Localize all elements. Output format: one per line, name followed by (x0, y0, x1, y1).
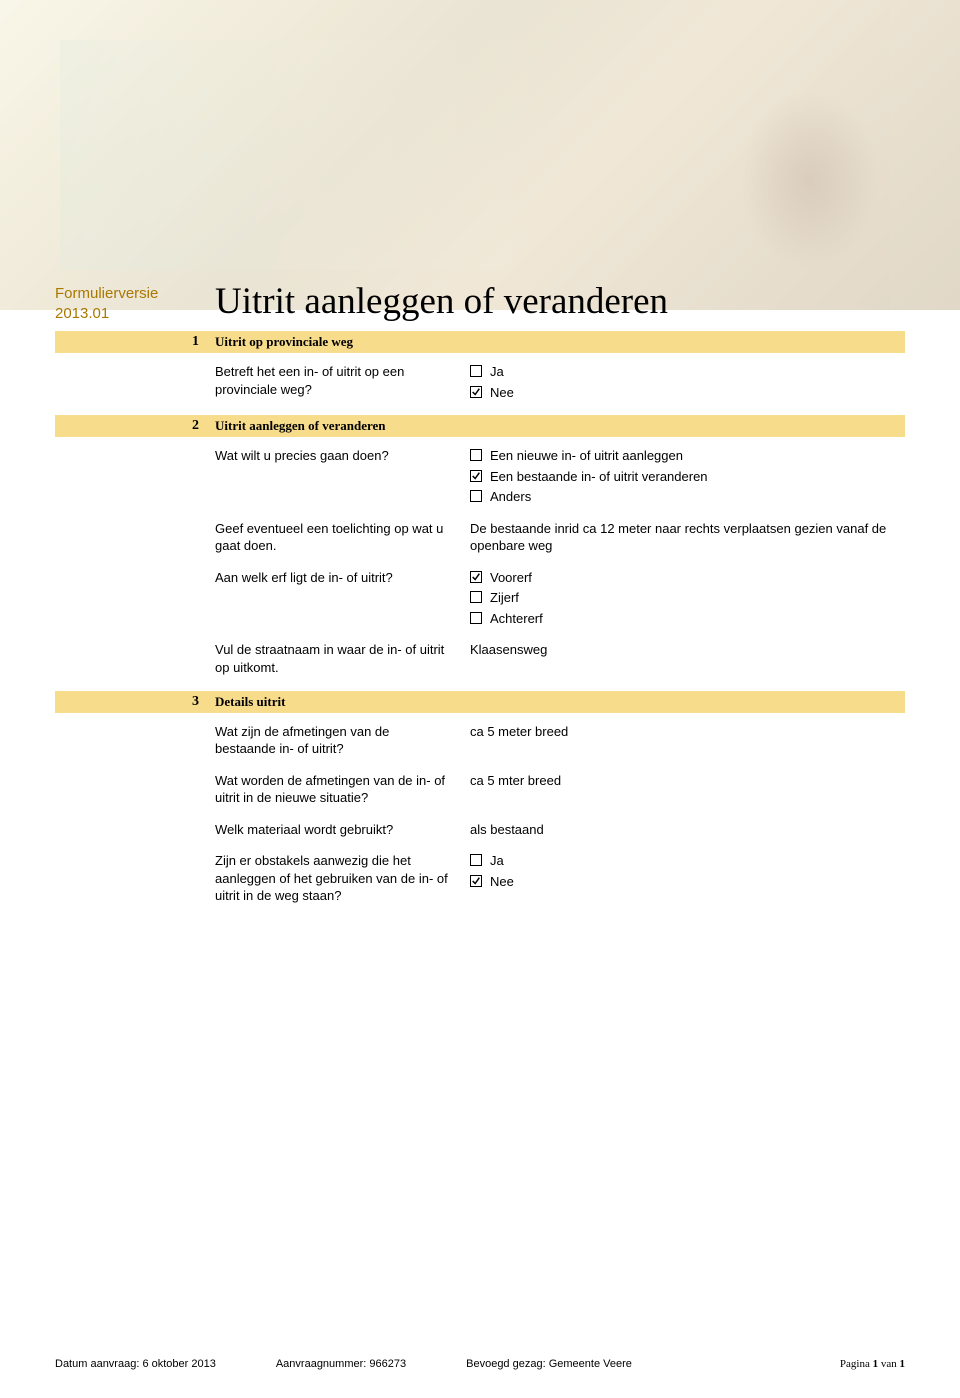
checkbox-label: Voorerf (490, 569, 532, 587)
checkbox[interactable] (470, 365, 482, 377)
field-value: ca 5 mter breed (470, 772, 905, 807)
checkbox[interactable] (470, 490, 482, 502)
field-row: Vul de straatnaam in waar de in- of uitr… (55, 641, 905, 676)
checkbox-label: Nee (490, 873, 514, 891)
section-title: Uitrit aanleggen of veranderen (215, 418, 386, 434)
field-value: Ja Nee (470, 852, 905, 905)
footer-date: Datum aanvraag: 6 oktober 2013 (55, 1358, 216, 1370)
section-number: 1 (55, 334, 215, 350)
checkbox[interactable] (470, 854, 482, 866)
checkbox-item: Anders (470, 488, 905, 506)
checkbox-group: Een nieuwe in- of uitrit aanleggen Een be… (470, 447, 905, 506)
checkbox-group: Ja Nee (470, 363, 905, 401)
section-number: 2 (55, 418, 215, 434)
field-label: Aan welk erf ligt de in- of uitrit? (215, 569, 470, 628)
field-label: Welk materiaal wordt gebruikt? (215, 821, 470, 839)
field-row: Welk materiaal wordt gebruikt?als bestaa… (55, 821, 905, 839)
footer-request-number: Aanvraagnummer: 966273 (276, 1358, 406, 1370)
checkbox-item: Ja (470, 852, 905, 870)
checkbox-label: Zijerf (490, 589, 519, 607)
checkbox-group: Voorerf Zijerf Achtererf (470, 569, 905, 628)
field-value: Een nieuwe in- of uitrit aanleggen Een be… (470, 447, 905, 506)
section-number: 3 (55, 694, 215, 710)
field-row: Betreft het een in- of uitrit op een pro… (55, 363, 905, 401)
checkbox-label: Ja (490, 363, 504, 381)
field-value: als bestaand (470, 821, 905, 839)
checkbox[interactable] (470, 591, 482, 603)
field-value: De bestaande inrid ca 12 meter naar rech… (470, 520, 905, 555)
checkbox-label: Een nieuwe in- of uitrit aanleggen (490, 447, 683, 465)
section-header: 1Uitrit op provinciale weg (55, 331, 905, 353)
page-title: Uitrit aanleggen of veranderen (215, 280, 905, 323)
field-value: Klaasensweg (470, 641, 905, 676)
checkbox[interactable] (470, 571, 482, 583)
checkbox-item: Nee (470, 873, 905, 891)
checkbox-item: Achtererf (470, 610, 905, 628)
field-row: Wat worden de afmetingen van de in- of u… (55, 772, 905, 807)
field-label: Wat wilt u precies gaan doen? (215, 447, 470, 506)
checkbox-label: Nee (490, 384, 514, 402)
field-row: Wat wilt u precies gaan doen?Een nieuwe … (55, 447, 905, 506)
checkbox[interactable] (470, 386, 482, 398)
field-label: Geef eventueel een toelichting op wat u … (215, 520, 470, 555)
field-row: Aan welk erf ligt de in- of uitrit?Voore… (55, 569, 905, 628)
footer-authority: Bevoegd gezag: Gemeente Veere (466, 1358, 632, 1370)
checkbox-item: Nee (470, 384, 905, 402)
field-label: Wat zijn de afmetingen van de bestaande … (215, 723, 470, 758)
checkbox-item: Ja (470, 363, 905, 381)
checkbox[interactable] (470, 449, 482, 461)
section-title: Details uitrit (215, 694, 285, 710)
field-row: Wat zijn de afmetingen van de bestaande … (55, 723, 905, 758)
checkbox-label: Een bestaande in- of uitrit veranderen (490, 468, 708, 486)
field-value: Ja Nee (470, 363, 905, 401)
checkbox-label: Achtererf (490, 610, 543, 628)
field-label: Wat worden de afmetingen van de in- of u… (215, 772, 470, 807)
checkbox-label: Anders (490, 488, 531, 506)
checkbox[interactable] (470, 875, 482, 887)
form-version: Formulierversie 2013.01 (55, 284, 158, 323)
form-content: Formulierversie 2013.01 Uitrit aanleggen… (0, 0, 960, 905)
form-section: 1Uitrit op provinciale weg Betreft het ee… (55, 331, 905, 401)
field-label: Vul de straatnaam in waar de in- of uitr… (215, 641, 470, 676)
checkbox[interactable] (470, 470, 482, 482)
form-version-value: 2013.01 (55, 305, 109, 322)
page-footer: Datum aanvraag: 6 oktober 2013 Aanvraagn… (55, 1358, 905, 1370)
checkbox-label: Ja (490, 852, 504, 870)
section-header: 3Details uitrit (55, 691, 905, 713)
field-value: ca 5 meter breed (470, 723, 905, 758)
field-row: Zijn er obstakels aanwezig die het aanle… (55, 852, 905, 905)
field-label: Betreft het een in- of uitrit op een pro… (215, 363, 470, 401)
section-header: 2Uitrit aanleggen of veranderen (55, 415, 905, 437)
form-version-label: Formulierversie (55, 285, 158, 302)
field-label: Zijn er obstakels aanwezig die het aanle… (215, 852, 470, 905)
field-value: Voorerf Zijerf Achtererf (470, 569, 905, 628)
checkbox-item: Een nieuwe in- of uitrit aanleggen (470, 447, 905, 465)
checkbox[interactable] (470, 612, 482, 624)
footer-page-number: Pagina 1 van 1 (840, 1358, 905, 1370)
form-section: 3Details uitrit Wat zijn de afmetingen va… (55, 691, 905, 905)
checkbox-item: Zijerf (470, 589, 905, 607)
checkbox-group: Ja Nee (470, 852, 905, 890)
form-section: 2Uitrit aanleggen of veranderen Wat wilt … (55, 415, 905, 676)
checkbox-item: Een bestaande in- of uitrit veranderen (470, 468, 905, 486)
section-title: Uitrit op provinciale weg (215, 334, 353, 350)
field-row: Geef eventueel een toelichting op wat u … (55, 520, 905, 555)
checkbox-item: Voorerf (470, 569, 905, 587)
